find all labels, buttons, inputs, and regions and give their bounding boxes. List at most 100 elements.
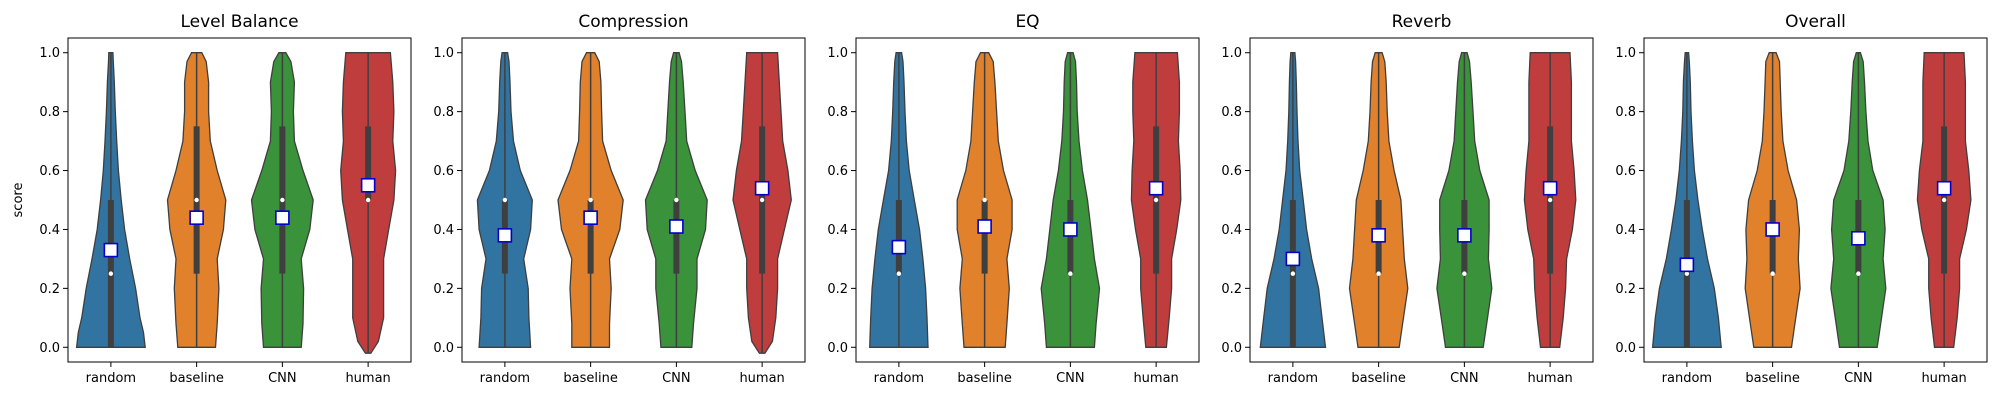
x-tick-label: human [1527, 371, 1572, 386]
y-tick-label: 1.0 [1615, 46, 1636, 61]
x-tick-label: human [739, 371, 784, 386]
mean-marker-baseline [1765, 222, 1780, 237]
violin-median-dot [108, 271, 114, 276]
x-tick-label: baseline [169, 371, 223, 386]
violin-median-dot [1462, 271, 1467, 276]
plot-frame [67, 37, 412, 363]
panels: Level Balance 0.0 0.2 0.4 0.6 0.8 1.0 random bas… [39, 12, 1988, 386]
violin-iqr-box [365, 126, 372, 200]
y-tick-label: 0.2 [1221, 282, 1242, 297]
x-tick-label: random [1662, 371, 1712, 386]
mean-marker-random [497, 228, 513, 243]
mean-marker-CNN [275, 210, 290, 225]
x-tick-label: CNN [268, 371, 297, 386]
y-tick-label: 1.0 [1221, 46, 1242, 61]
y-tick-label: 0.0 [827, 341, 848, 356]
x-tick-label: baseline [1745, 371, 1799, 386]
x-tick-label: random [86, 371, 136, 386]
y-tick-label: 1.0 [39, 46, 60, 61]
y-tick-label: 0.0 [1615, 341, 1636, 356]
x-tick-label: baseline [1351, 371, 1405, 386]
y-tick-label: 0.4 [827, 223, 848, 238]
violin-median-dot [1376, 271, 1381, 276]
violin-median-dot [588, 197, 593, 203]
y-tick-label: 0.4 [1615, 223, 1636, 238]
y-tick-label: 1.0 [433, 46, 454, 61]
violin-median-dot [365, 197, 371, 203]
y-tick-label: 0.8 [1615, 105, 1636, 120]
x-tick-label: human [1921, 371, 1966, 386]
x-tick-label: human [345, 371, 390, 386]
y-tick-label: 0.4 [433, 223, 454, 238]
violin-median-dot [1684, 271, 1690, 276]
violin-iqr-box [587, 200, 594, 274]
violin-median-dot [759, 197, 765, 203]
y-tick-label: 0.6 [433, 164, 454, 179]
mean-marker-human [1936, 180, 1952, 196]
mean-marker-baseline [583, 210, 598, 225]
x-tick-label: random [874, 371, 924, 386]
violin-iqr-box [895, 200, 902, 274]
panel-title: EQ [1015, 12, 1039, 32]
mean-marker-human [754, 180, 770, 196]
y-tick-label: 0.0 [1221, 341, 1242, 356]
panel-title: Reverb [1392, 12, 1452, 32]
mean-marker-baseline [977, 219, 992, 234]
violin-iqr-box [1067, 200, 1074, 274]
violin-iqr-box [981, 200, 988, 274]
x-tick-label: CNN [1450, 371, 1479, 386]
x-tick-label: CNN [662, 371, 691, 386]
violin-median-dot [674, 197, 679, 203]
x-tick-label: baseline [957, 371, 1011, 386]
violin-median-dot [1941, 197, 1947, 203]
violin-median-dot [1153, 197, 1159, 203]
y-tick-label: 0.6 [827, 164, 848, 179]
x-tick-label: CNN [1844, 371, 1873, 386]
y-tick-label: 0.8 [1221, 105, 1242, 120]
y-axis-label: score [11, 183, 26, 218]
violin-median-dot [1856, 271, 1861, 276]
x-tick-label: random [1268, 371, 1318, 386]
y-tick-label: 0.0 [433, 341, 454, 356]
violin-median-dot [1290, 271, 1296, 276]
violin-median-dot [896, 271, 902, 276]
panel-level-balance: Level Balance 0.0 0.2 0.4 0.6 0.8 1.0 random bas… [39, 12, 412, 386]
y-tick-label: 0.0 [39, 341, 60, 356]
panel-reverb: Reverb 0.0 0.2 0.4 0.6 0.8 1.0 random baseline CN… [1221, 12, 1594, 386]
panel-title: Overall [1785, 12, 1846, 32]
panel-compression: Compression 0.0 0.2 0.4 0.6 0.8 1.0 random basel… [433, 12, 806, 386]
y-tick-label: 0.2 [827, 282, 848, 297]
y-tick-label: 0.6 [1221, 164, 1242, 179]
violin-iqr-box [1769, 200, 1776, 274]
panel-title: Level Balance [180, 12, 298, 32]
y-tick-label: 0.6 [1615, 164, 1636, 179]
violin-median-dot [1770, 271, 1775, 276]
mean-marker-CNN [669, 219, 684, 234]
mean-marker-human [1542, 180, 1558, 196]
y-tick-label: 0.6 [39, 164, 60, 179]
violin-median-dot [1068, 271, 1073, 276]
plot-frame [1643, 37, 1988, 363]
mean-marker-CNN [1457, 228, 1472, 243]
y-tick-label: 0.4 [1221, 223, 1242, 238]
mean-marker-random [891, 239, 907, 255]
y-tick-label: 0.8 [827, 105, 848, 120]
y-tick-label: 0.2 [39, 282, 60, 297]
mean-marker-baseline [189, 210, 204, 225]
x-tick-label: human [1133, 371, 1178, 386]
mean-marker-random [1285, 251, 1301, 267]
y-tick-label: 0.2 [433, 282, 454, 297]
mean-marker-human [1148, 180, 1164, 196]
x-tick-label: CNN [1056, 371, 1085, 386]
y-tick-label: 0.4 [39, 223, 60, 238]
y-tick-label: 0.8 [433, 105, 454, 120]
violin-median-dot [1547, 197, 1553, 203]
mean-marker-random [1679, 257, 1695, 273]
plot-frame [1249, 37, 1594, 363]
violin-iqr-box [673, 200, 680, 274]
x-tick-label: baseline [563, 371, 617, 386]
plot-frame [461, 37, 806, 363]
panel-title: Compression [578, 12, 688, 32]
panel-eq: EQ 0.0 0.2 0.4 0.6 0.8 1.0 random baseline CNN hum… [827, 12, 1200, 386]
